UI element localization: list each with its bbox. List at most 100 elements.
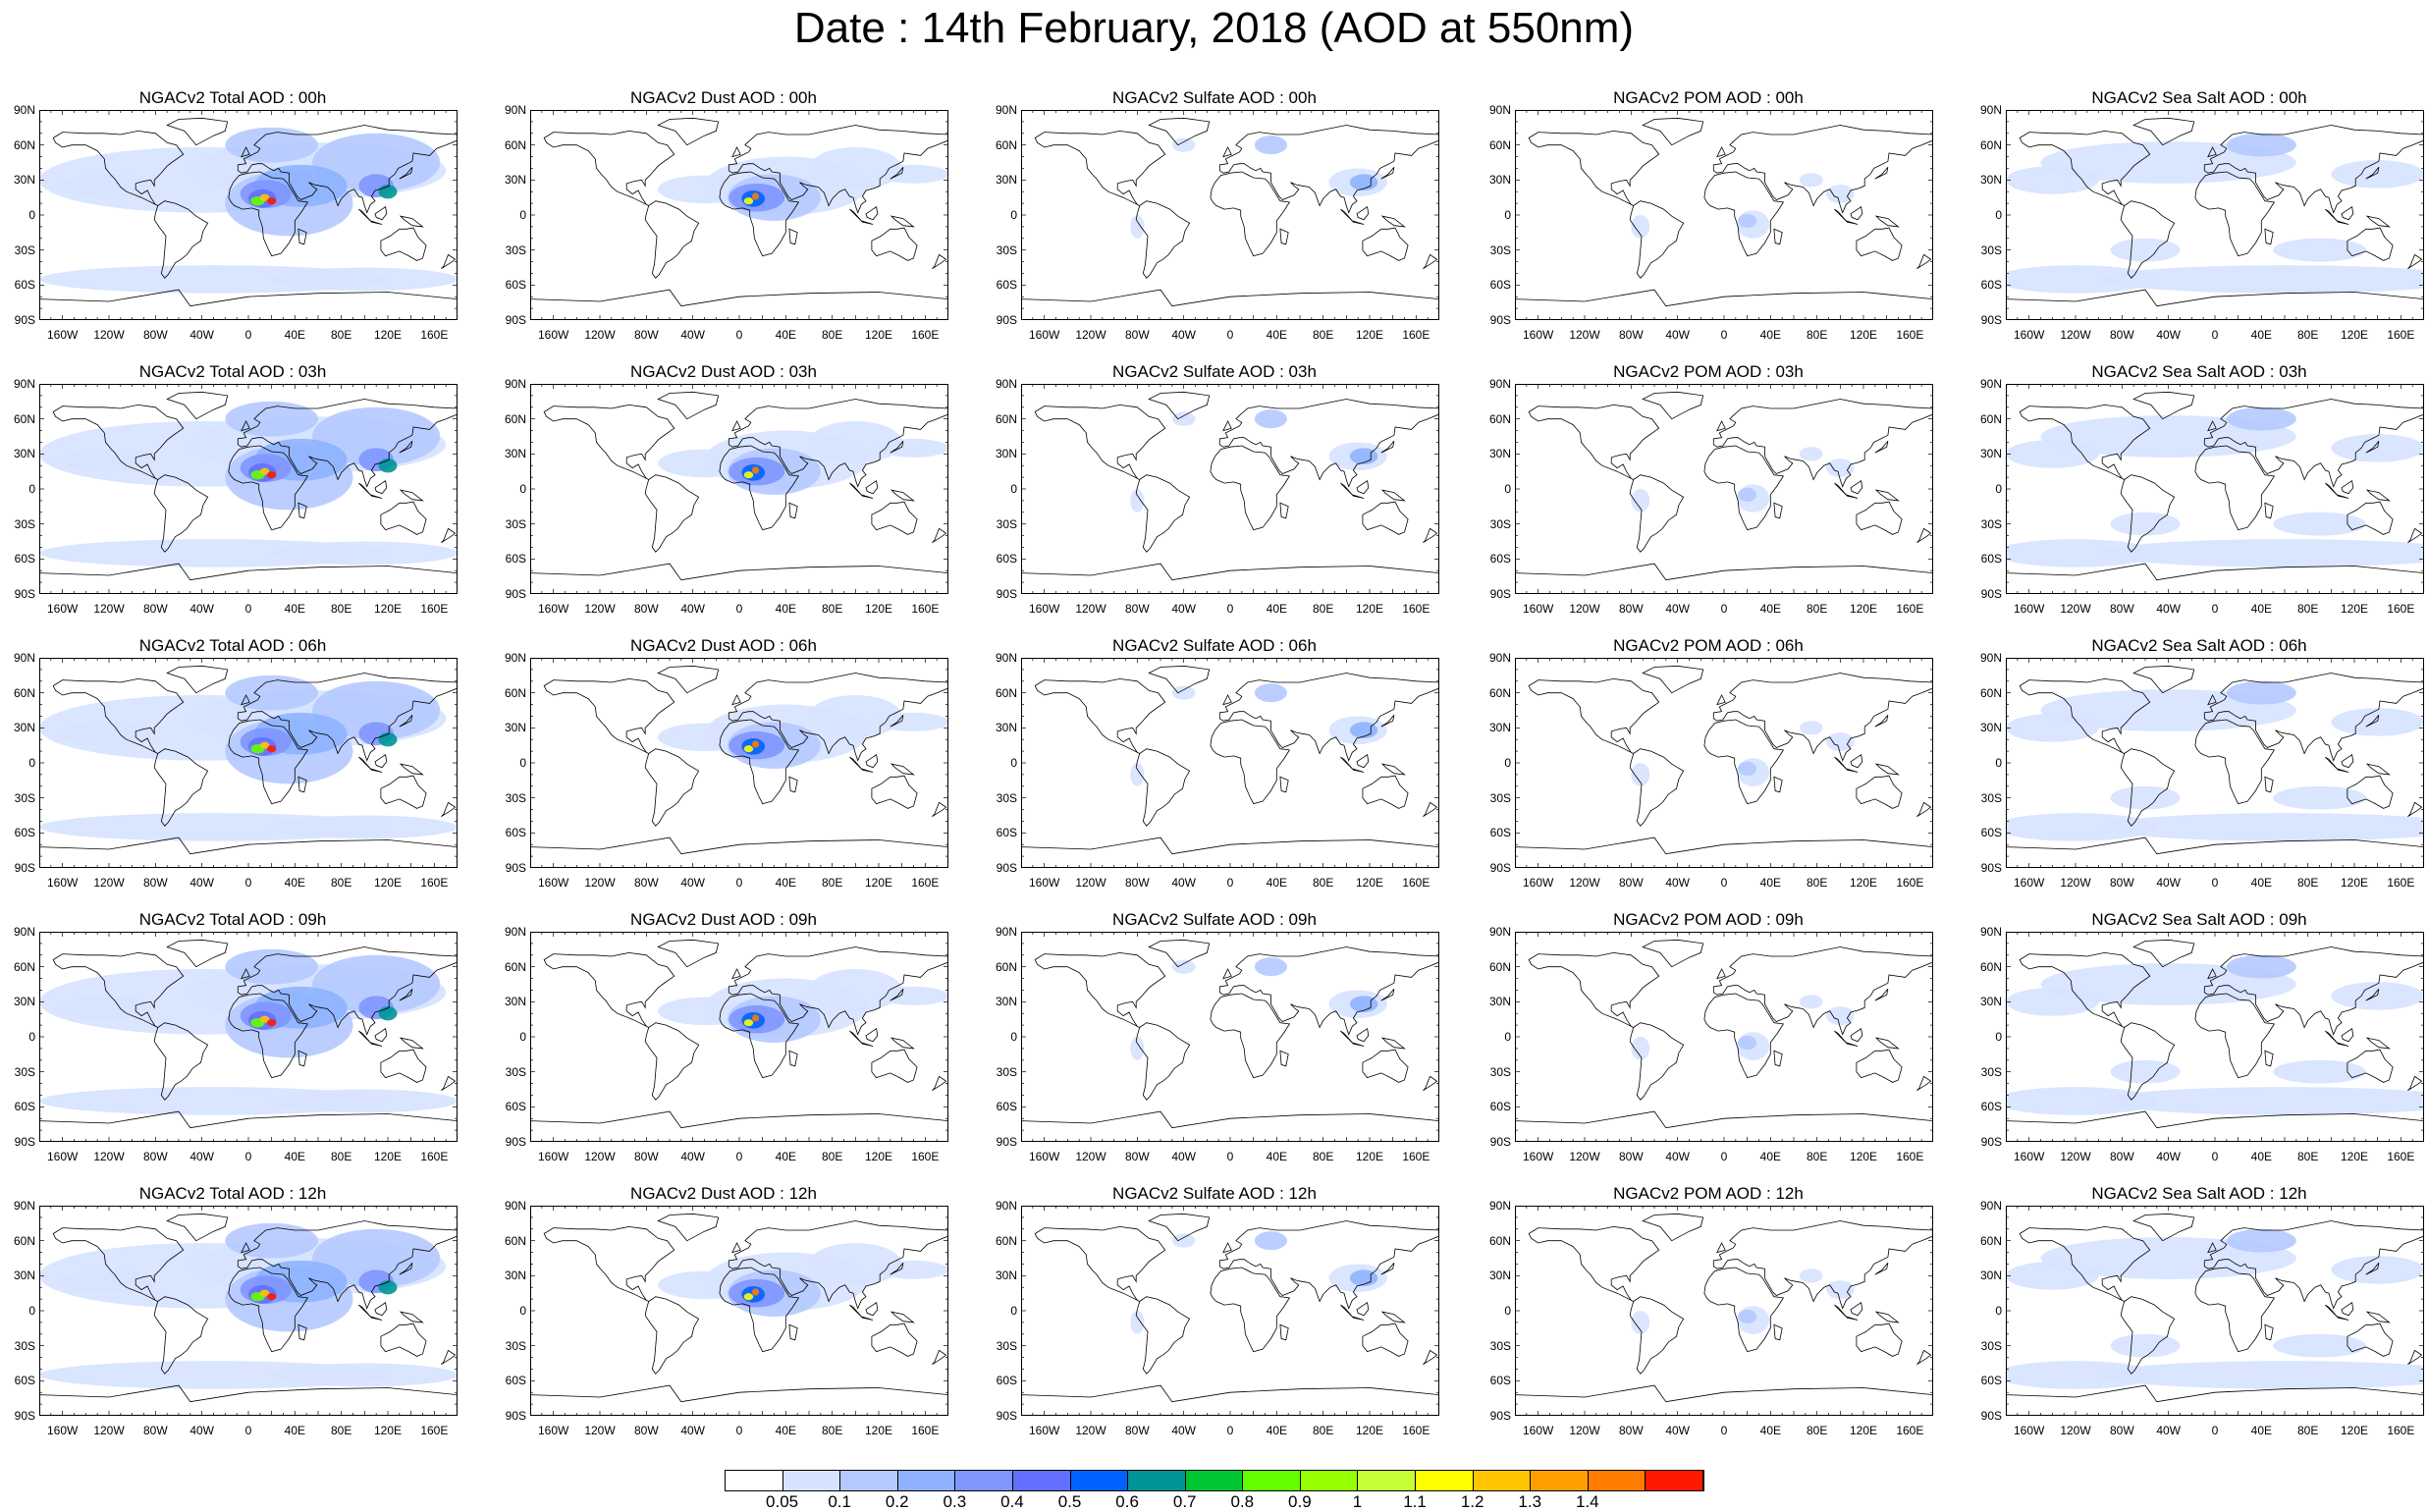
lon-tick-label: 120W (2060, 876, 2091, 890)
coastline (1210, 993, 1291, 1079)
coastline (1716, 146, 1726, 158)
lon-tick-label: 80E (2296, 328, 2319, 342)
lon-tick-label: 40E (1266, 876, 1287, 890)
coastline (1528, 677, 1660, 754)
colorbar-label: 1.4 (1575, 1492, 1599, 1511)
map-panel: NGACv2 Sulfate AOD : 00h 90N 60N 30N 0 30S 60S… (984, 88, 1445, 359)
lat-tick-label: 30N (995, 447, 1017, 461)
lon-tick-label: 40W (2156, 602, 2181, 616)
map-area (530, 384, 948, 594)
lat-tick-label: 30S (14, 790, 35, 805)
coastline (1423, 801, 1438, 818)
coastline (1362, 1323, 1409, 1357)
coastline (358, 756, 383, 773)
lat-tick-label: 90N (1979, 103, 2002, 117)
coastline (374, 480, 388, 495)
aod-map (530, 932, 948, 1142)
coastline (1279, 1050, 1289, 1067)
lat-tick-label: 90N (1488, 651, 1511, 665)
coastline (1874, 1263, 1889, 1275)
coastline (2407, 1349, 2423, 1366)
colorbar-label: 0.6 (1115, 1492, 1139, 1511)
map-frame (530, 110, 948, 320)
coastline (1135, 474, 1191, 553)
coastline (2120, 200, 2176, 279)
coastline (932, 1349, 947, 1366)
lon-tick-label: 0 (735, 602, 743, 616)
lon-tick-label: 80W (1618, 602, 1644, 616)
aod-region (2098, 539, 2424, 567)
aod-region (743, 1019, 754, 1027)
coastline (2120, 748, 2176, 827)
lon-tick-label: 40W (2156, 328, 2181, 342)
lon-tick-label: 160W (537, 1150, 569, 1163)
lon-tick-label: 160E (911, 876, 940, 890)
lat-tick-label: 90N (13, 651, 35, 665)
lon-tick-label: 160W (2013, 876, 2045, 890)
coastline (380, 227, 427, 261)
aod-region (658, 997, 751, 1026)
colorbar-swatch (726, 1471, 783, 1490)
lat-tick-label: 90N (995, 377, 1017, 391)
lon-tick-label: 40W (1665, 1424, 1690, 1437)
lat-tick-label: 30S (996, 1338, 1017, 1353)
coastline (2325, 1304, 2349, 1321)
lat-tick-label: 90S (1489, 861, 1511, 875)
lon-tick-label: 40W (1665, 602, 1690, 616)
coastline (297, 776, 307, 793)
coastline (2194, 1267, 2276, 1353)
coastline (1279, 502, 1289, 519)
lon-tick-label: 160E (2387, 876, 2415, 890)
lon-tick-label: 120W (2060, 1424, 2091, 1437)
coastline (2407, 253, 2423, 270)
lat-tick-label: 60N (13, 685, 35, 700)
map-area (1515, 110, 1933, 320)
coastline (399, 1263, 413, 1275)
lon-tick-label: 160E (420, 876, 449, 890)
coastline (1380, 489, 1406, 502)
aod-region (225, 401, 318, 437)
coastline (1279, 228, 1289, 245)
aod-region (1826, 459, 1855, 478)
aod-region (879, 712, 948, 731)
map-frame (1515, 384, 1933, 594)
lon-tick-label: 40W (189, 602, 214, 616)
lat-tick-label: 60N (504, 137, 526, 152)
lat-tick-label: 30N (1979, 447, 2002, 461)
lon-tick-label: 80W (1124, 876, 1150, 890)
aod-region (271, 815, 458, 839)
coastline (380, 1049, 427, 1083)
aod-region (378, 1006, 398, 1021)
lat-tick-label: 90N (1979, 377, 2002, 391)
coastline (849, 1304, 874, 1321)
aod-map (1021, 932, 1439, 1142)
coastline (2365, 1311, 2391, 1323)
lon-tick-label: 120W (1075, 876, 1106, 890)
lon-tick-label: 80E (821, 602, 843, 616)
lon-tick-label: 80E (330, 602, 352, 616)
lat-tick-label: 90N (1488, 925, 1511, 939)
lat-tick-label: 30N (13, 995, 35, 1009)
lon-tick-label: 160E (1896, 602, 1924, 616)
coastline (871, 775, 918, 809)
coastline (1703, 993, 1785, 1079)
coastline (358, 1030, 383, 1047)
map-panel: NGACv2 POM AOD : 03h 90N 60N 30N 0 30S 60S 90S 1… (1478, 362, 1939, 633)
lon-tick-label: 160W (537, 328, 569, 342)
panel-title: NGACv2 Dust AOD : 06h (630, 636, 817, 655)
aod-map (1515, 1206, 1933, 1416)
lat-tick-label: 0 (519, 1304, 526, 1318)
lon-tick-label: 160E (420, 1150, 449, 1163)
lon-tick-label: 80W (633, 1424, 659, 1437)
coastline (2203, 399, 2424, 488)
lon-tick-label: 160E (420, 602, 449, 616)
lat-tick-label: 90N (995, 925, 1017, 939)
aod-map (39, 1206, 458, 1416)
lat-tick-label: 90S (505, 1135, 526, 1149)
coastline (1629, 474, 1685, 553)
map-frame (1021, 658, 1439, 868)
lon-tick-label: 120E (373, 1150, 403, 1163)
coastline (728, 125, 948, 214)
coastline (399, 715, 413, 728)
coastline (890, 1263, 904, 1275)
